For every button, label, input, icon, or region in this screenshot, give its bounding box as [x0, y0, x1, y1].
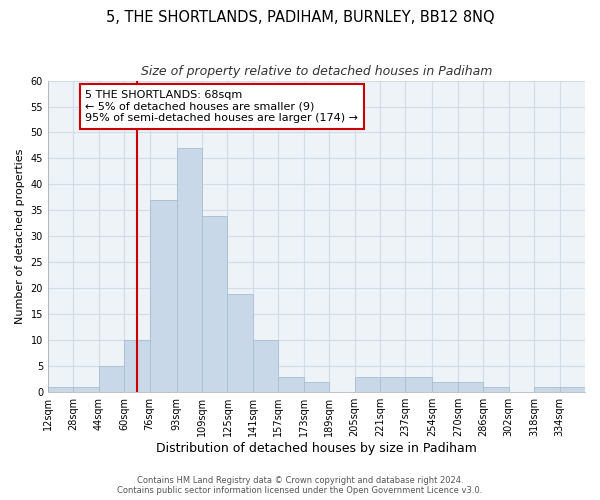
Bar [484, 387, 509, 392]
Text: Contains HM Land Registry data © Crown copyright and database right 2024.
Contai: Contains HM Land Registry data © Crown c… [118, 476, 482, 495]
Bar [227, 294, 253, 392]
Title: Size of property relative to detached houses in Padiham: Size of property relative to detached ho… [141, 65, 492, 78]
Bar [458, 382, 484, 392]
Bar [73, 387, 99, 392]
Bar [560, 387, 585, 392]
Bar [202, 216, 227, 392]
X-axis label: Distribution of detached houses by size in Padiham: Distribution of detached houses by size … [156, 442, 477, 455]
Bar [253, 340, 278, 392]
Bar [534, 387, 560, 392]
Y-axis label: Number of detached properties: Number of detached properties [15, 148, 25, 324]
Bar [278, 376, 304, 392]
Bar [48, 387, 73, 392]
Bar [433, 382, 458, 392]
Bar [406, 376, 433, 392]
Text: 5 THE SHORTLANDS: 68sqm
← 5% of detached houses are smaller (9)
95% of semi-deta: 5 THE SHORTLANDS: 68sqm ← 5% of detached… [85, 90, 358, 123]
Bar [124, 340, 149, 392]
Text: 5, THE SHORTLANDS, PADIHAM, BURNLEY, BB12 8NQ: 5, THE SHORTLANDS, PADIHAM, BURNLEY, BB1… [106, 10, 494, 25]
Bar [304, 382, 329, 392]
Bar [380, 376, 406, 392]
Bar [176, 148, 202, 392]
Bar [355, 376, 380, 392]
Bar [149, 200, 176, 392]
Bar [99, 366, 124, 392]
